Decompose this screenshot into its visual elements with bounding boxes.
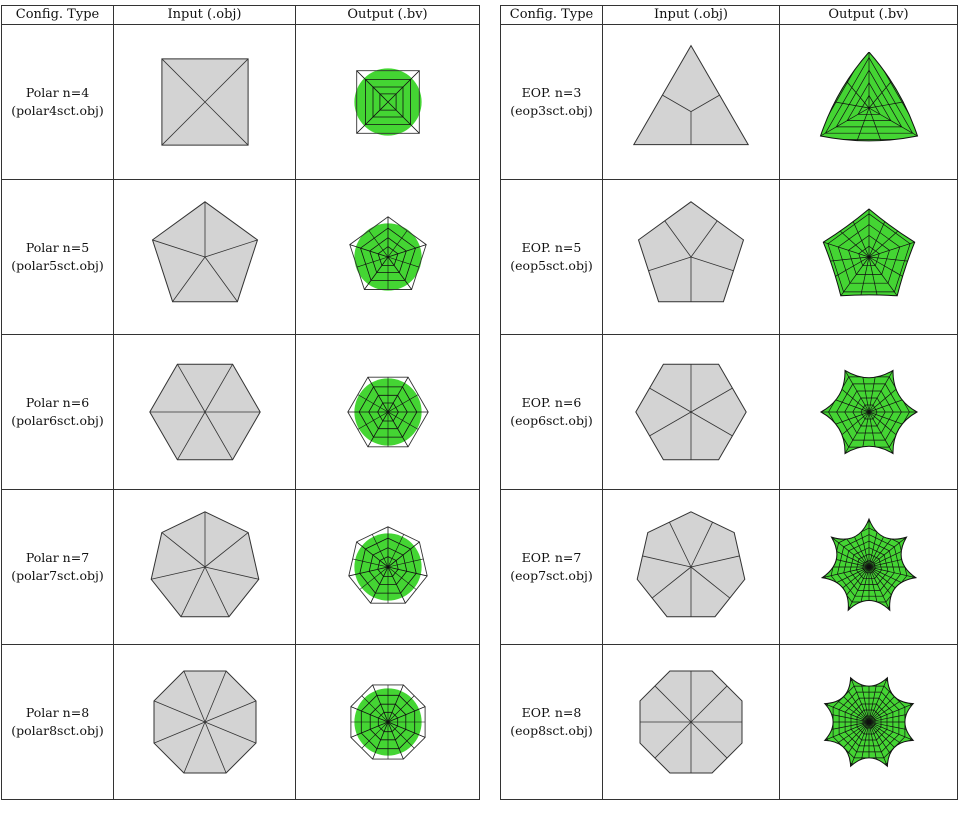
config-name: Polar n=4 bbox=[25, 85, 90, 100]
eop-pentagon-output-icon bbox=[822, 208, 915, 297]
output-cell bbox=[779, 24, 958, 180]
config-name: Polar n=5 bbox=[25, 240, 90, 255]
header-output: Output (.bv) bbox=[295, 5, 480, 25]
header-row: Config. Type Input (.obj) Output (.bv) bbox=[1, 5, 480, 25]
polar-hexagon-output-icon bbox=[346, 376, 429, 448]
input-cell bbox=[113, 644, 296, 800]
config-name: EOP. n=7 bbox=[521, 550, 582, 565]
config-type-cell: EOP. n=3 (eop3sct.obj) bbox=[500, 24, 603, 180]
config-name: Polar n=7 bbox=[25, 550, 90, 565]
table-row: Polar n=5 (polar5sct.obj) bbox=[1, 179, 480, 335]
output-cell bbox=[779, 334, 958, 490]
config-file: (eop5sct.obj) bbox=[510, 258, 593, 273]
input-cell bbox=[602, 644, 780, 800]
input-cell bbox=[113, 24, 296, 180]
input-cell bbox=[602, 179, 780, 335]
eop-hexagon-output-icon bbox=[819, 369, 918, 455]
polar-heptagon-input-icon bbox=[150, 511, 259, 618]
polar-hexagon-input-icon bbox=[148, 363, 261, 461]
header-config-type: Config. Type bbox=[500, 5, 603, 25]
config-file: (polar4sct.obj) bbox=[11, 103, 104, 118]
header-output: Output (.bv) bbox=[779, 5, 958, 25]
config-type-cell: Polar n=5 (polar5sct.obj) bbox=[1, 179, 114, 335]
output-cell bbox=[295, 489, 480, 645]
config-name: EOP. n=8 bbox=[521, 705, 582, 720]
input-cell bbox=[602, 24, 780, 180]
polar-octagon-input-icon bbox=[153, 670, 256, 774]
output-cell bbox=[295, 334, 480, 490]
config-type-cell: EOP. n=5 (eop5sct.obj) bbox=[500, 179, 603, 335]
eop-triangle-output-icon bbox=[819, 52, 918, 142]
config-file: (polar7sct.obj) bbox=[11, 568, 104, 583]
table-row: EOP. n=5 (eop5sct.obj) bbox=[500, 179, 958, 335]
config-name: EOP. n=6 bbox=[521, 395, 582, 410]
config-name: EOP. n=5 bbox=[521, 240, 582, 255]
table-row: Polar n=7 (polar7sct.obj) bbox=[1, 489, 480, 645]
input-cell bbox=[602, 489, 780, 645]
input-cell bbox=[113, 179, 296, 335]
config-type-cell: Polar n=6 (polar6sct.obj) bbox=[1, 334, 114, 490]
input-cell bbox=[113, 334, 296, 490]
config-file: (eop3sct.obj) bbox=[510, 103, 593, 118]
table-row: Polar n=4 (polar4sct.obj) bbox=[1, 24, 480, 180]
config-name: Polar n=8 bbox=[25, 705, 90, 720]
polar-pentagon-input-icon bbox=[151, 201, 258, 303]
table-row: Polar n=6 (polar6sct.obj) bbox=[1, 334, 480, 490]
header-input: Input (.obj) bbox=[113, 5, 296, 25]
output-cell bbox=[779, 489, 958, 645]
eop-heptagon-input-icon bbox=[636, 511, 746, 618]
output-cell bbox=[779, 179, 958, 335]
input-cell bbox=[602, 334, 780, 490]
config-file: (eop6sct.obj) bbox=[510, 413, 593, 428]
eop-config-table: Config. Type Input (.obj) Output (.bv) E… bbox=[500, 5, 958, 800]
header-config-type: Config. Type bbox=[1, 5, 114, 25]
config-file: (eop7sct.obj) bbox=[510, 568, 593, 583]
config-file: (polar8sct.obj) bbox=[11, 723, 104, 738]
eop-hexagon-input-icon bbox=[635, 363, 747, 461]
polar-octagon-output-icon bbox=[349, 684, 426, 760]
config-type-cell: Polar n=7 (polar7sct.obj) bbox=[1, 489, 114, 645]
output-cell bbox=[295, 24, 480, 180]
table-row: EOP. n=8 (eop8sct.obj) bbox=[500, 644, 958, 800]
table-row: EOP. n=6 (eop6sct.obj) bbox=[500, 334, 958, 490]
table-row: EOP. n=3 (eop3sct.obj) bbox=[500, 24, 958, 180]
eop-octagon-input-icon bbox=[639, 670, 743, 774]
config-file: (polar6sct.obj) bbox=[11, 413, 104, 428]
config-type-cell: EOP. n=6 (eop6sct.obj) bbox=[500, 334, 603, 490]
table-row: EOP. n=7 (eop7sct.obj) bbox=[500, 489, 958, 645]
config-type-cell: EOP. n=7 (eop7sct.obj) bbox=[500, 489, 603, 645]
config-name: Polar n=6 bbox=[25, 395, 90, 410]
polar-square-input-icon bbox=[160, 58, 249, 146]
config-type-cell: Polar n=4 (polar4sct.obj) bbox=[1, 24, 114, 180]
config-type-cell: EOP. n=8 (eop8sct.obj) bbox=[500, 644, 603, 800]
eop-octagon-output-icon bbox=[823, 676, 914, 768]
config-name: EOP. n=3 bbox=[521, 85, 582, 100]
eop-heptagon-output-icon bbox=[820, 517, 917, 612]
polar-heptagon-output-icon bbox=[347, 526, 428, 604]
output-cell bbox=[779, 644, 958, 800]
input-cell bbox=[113, 489, 296, 645]
header-row: Config. Type Input (.obj) Output (.bv) bbox=[500, 5, 958, 25]
eop-triangle-input-icon bbox=[632, 44, 750, 146]
config-file: (polar5sct.obj) bbox=[11, 258, 104, 273]
config-file: (eop8sct.obj) bbox=[510, 723, 593, 738]
config-type-cell: Polar n=8 (polar8sct.obj) bbox=[1, 644, 114, 800]
polar-config-table: Config. Type Input (.obj) Output (.bv) P… bbox=[1, 5, 480, 800]
output-cell bbox=[295, 179, 480, 335]
polar-square-output-icon bbox=[353, 68, 422, 136]
header-input: Input (.obj) bbox=[602, 5, 780, 25]
eop-pentagon-input-icon bbox=[637, 201, 745, 303]
table-row: Polar n=8 (polar8sct.obj) bbox=[1, 644, 480, 800]
output-cell bbox=[295, 644, 480, 800]
polar-pentagon-output-icon bbox=[348, 216, 427, 291]
